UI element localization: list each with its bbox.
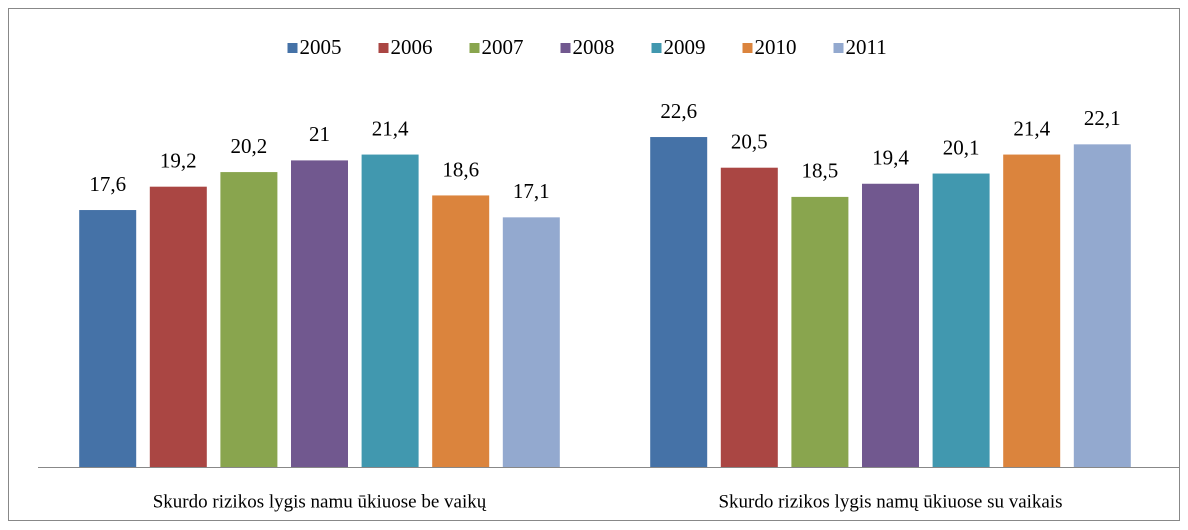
data-label: 18,6 — [442, 157, 479, 181]
data-label: 22,1 — [1084, 106, 1121, 130]
bar — [720, 167, 778, 467]
legend-swatch — [287, 43, 298, 53]
legend-label: 2010 — [755, 35, 797, 59]
legend-label: 2006 — [391, 35, 433, 59]
x-tick-label: Skurdo rizikos lygis namu ūkiuose be vai… — [153, 491, 487, 512]
bar — [291, 160, 348, 467]
data-label: 21 — [309, 122, 330, 146]
legend-swatch — [560, 43, 571, 53]
legend-label: 2008 — [573, 35, 615, 59]
bar — [650, 137, 708, 468]
data-label: 17,6 — [89, 172, 126, 196]
data-label: 22,6 — [660, 99, 697, 123]
bar — [149, 186, 207, 467]
bar — [502, 217, 560, 467]
legend-label: 2011 — [846, 35, 887, 59]
legend-label: 2009 — [664, 35, 706, 59]
data-label: 19,2 — [160, 148, 197, 172]
bar — [361, 154, 419, 467]
data-label: 20,2 — [231, 134, 268, 158]
data-label: 18,5 — [802, 159, 839, 183]
legend-swatch — [378, 43, 389, 53]
bar — [220, 172, 278, 467]
data-label: 21,4 — [1013, 116, 1050, 140]
legend-label: 2005 — [300, 35, 342, 59]
data-label: 21,4 — [372, 116, 409, 140]
legend-swatch — [651, 43, 662, 53]
bar — [432, 195, 490, 467]
data-label: 20,5 — [731, 130, 768, 154]
legend-swatch — [742, 43, 753, 53]
x-tick-label: Skurdo rizikos lygis namų ūkiuose su vai… — [718, 491, 1062, 512]
bar — [791, 196, 849, 467]
bar — [79, 210, 137, 468]
data-label: 19,4 — [872, 146, 909, 170]
legend-swatch — [469, 43, 480, 53]
bar — [1073, 144, 1131, 467]
legend-swatch — [833, 43, 844, 53]
bar — [932, 173, 990, 468]
bar — [1003, 154, 1061, 467]
legend-label: 2007 — [482, 35, 524, 59]
bar — [862, 183, 919, 467]
data-label: 20,1 — [943, 135, 980, 159]
data-label: 17,1 — [513, 179, 550, 203]
